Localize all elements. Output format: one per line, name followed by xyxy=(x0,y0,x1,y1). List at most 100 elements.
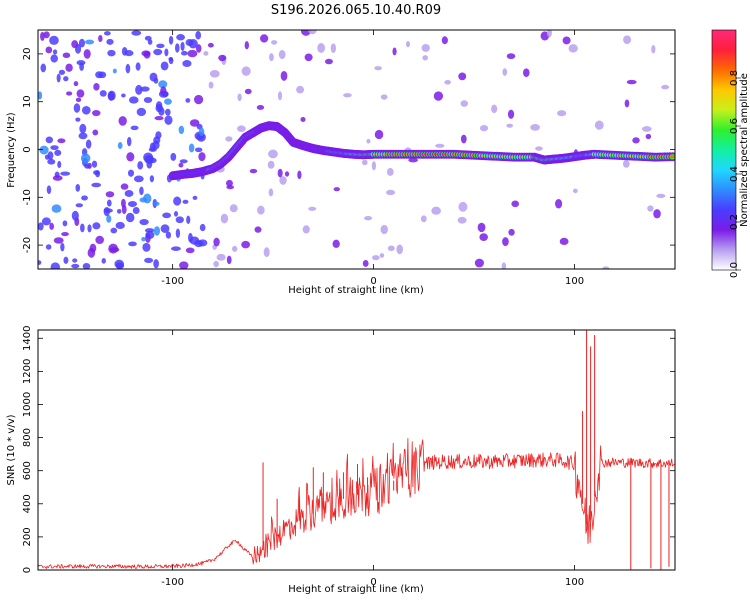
spectrogram-noise-blob xyxy=(225,179,233,187)
spectrogram-noise-blob xyxy=(156,43,165,49)
spectrogram-noise-blob xyxy=(173,211,179,217)
spectrogram-noise-blob xyxy=(164,98,172,105)
spectrogram-noise-blob xyxy=(198,127,205,137)
snr-frame xyxy=(37,329,676,571)
spectrogram-noise-blob xyxy=(226,185,234,190)
spectrogram-noise-blob xyxy=(501,262,507,269)
spectrogram-noise-blob xyxy=(103,208,113,213)
spectrogram-noise-blob xyxy=(435,143,445,148)
spectrogram-noise-blob xyxy=(76,89,85,98)
spectrogram-noise-blob xyxy=(78,132,88,140)
spectrogram-noise-blob xyxy=(139,197,148,203)
spectrogram-noise-blob xyxy=(602,266,610,269)
spectrogram-noise-blob xyxy=(135,62,141,71)
spectrogram-noise-blob xyxy=(141,50,151,57)
spectrogram-noise-blob xyxy=(408,157,418,163)
spectrogram-noise-blob xyxy=(91,182,102,188)
spectrogram-noise-blob xyxy=(178,125,185,135)
spectrogram-noise-blob xyxy=(226,255,232,265)
spectrogram-noise-blob xyxy=(244,88,252,95)
spectrogram-noise-blob xyxy=(297,170,302,180)
spectrogram-noise-blob xyxy=(49,222,55,230)
spectrogram-noise-blob xyxy=(170,152,177,161)
spectrogram-noise-blob xyxy=(187,49,198,58)
spectrogram-noise-blob xyxy=(126,136,132,147)
spectrogram-noise-blob xyxy=(572,188,578,194)
spectrogram-noise-blob xyxy=(220,213,229,224)
snr-y-tick-label: 1200 xyxy=(22,359,33,384)
spectrogram-noise-blob xyxy=(152,140,160,150)
spectrogram-noise-blob xyxy=(136,107,147,117)
spectrogram-noise-blob xyxy=(366,138,371,144)
spectrogram-noise-blob xyxy=(75,117,81,122)
spectrogram-noise-blob xyxy=(45,136,54,144)
spectrogram-noise-blob xyxy=(651,44,656,54)
spectrogram-noise-blob xyxy=(87,224,92,233)
spectrogram-noise-blob xyxy=(317,43,326,53)
spectrogram-noise-blob xyxy=(194,240,204,248)
spectrogram-noise-blob xyxy=(116,208,122,214)
spectrogram-noise-blob xyxy=(433,91,444,101)
spectrogram-noise-blob xyxy=(76,60,86,66)
colorbar-tick-label: 0.8 xyxy=(729,70,740,86)
spectrogram-noise-blob xyxy=(594,120,604,130)
spectrogram-noise-blob xyxy=(137,161,144,170)
spectrogram-noise-blob xyxy=(160,61,169,71)
spectrogram-x-tick-label: 100 xyxy=(565,276,584,287)
spectrogram-noise-blob xyxy=(91,160,98,168)
spectrogram-noise-blob xyxy=(508,228,515,236)
spectrogram-noise-blob xyxy=(135,84,143,95)
spectrogram-noise-blob xyxy=(101,257,106,264)
spectrogram-noise-blob xyxy=(284,171,290,177)
spectrogram-noise-blob xyxy=(213,260,219,268)
spectrogram-noise-blob xyxy=(124,190,134,197)
spectrogram-noise-blob xyxy=(208,81,214,89)
snr-y-tick-label: 200 xyxy=(22,527,33,546)
spectrogram-noise-blob xyxy=(213,237,220,247)
spectrogram-noise-blob xyxy=(143,96,153,103)
snr-y-tick-label: 800 xyxy=(22,428,33,447)
spectrogram-noise-blob xyxy=(568,44,578,53)
spectrogram-noise-blob xyxy=(641,126,652,132)
spectrogram-y-tick-label: 10 xyxy=(22,95,33,108)
spectrogram-noise-blob xyxy=(38,91,43,100)
snr-y-tick-label: 600 xyxy=(22,461,33,480)
spectrogram-noise-blob xyxy=(249,168,258,174)
spectrogram-noise-blob xyxy=(626,79,637,85)
spectrogram-noise-blob xyxy=(160,224,170,233)
spectrogram-noise-blob xyxy=(49,35,59,45)
spectrogram-noise-blob xyxy=(153,259,159,269)
spectrogram-noise-blob xyxy=(422,55,428,61)
spectrogram-noise-blob xyxy=(364,215,373,221)
spectrogram-noise-blob xyxy=(158,80,168,89)
spectrogram-noise-blob xyxy=(83,49,91,59)
spectrogram-noise-blob xyxy=(165,231,172,239)
spectrogram-noise-blob xyxy=(84,39,95,45)
spectrogram-noise-blob xyxy=(396,244,404,255)
spectrogram-y-ticks: -20 -10 0 10 20 xyxy=(22,48,675,253)
spectrogram-noise-blob xyxy=(653,209,661,219)
spectrogram-noise-blob xyxy=(182,199,189,204)
spectrogram-noise-blob xyxy=(52,175,63,181)
spectrogram-noise-blob xyxy=(267,160,275,169)
spectrogram-y-tick-label: 0 xyxy=(22,146,33,152)
spectrogram-noise-blob xyxy=(92,222,101,230)
spectrogram-noise-blob xyxy=(142,242,151,252)
colorbar: 0.0 0.2 0.4 0.6 0.8 Normalized spectral ampl… xyxy=(711,29,750,278)
spectrogram-noise-blob xyxy=(431,206,441,215)
spectrogram-noise-blob xyxy=(506,53,516,60)
spectrogram-noise-blob xyxy=(154,115,164,121)
spectrogram-noise-blob xyxy=(203,51,209,56)
spectrogram-noise-blob xyxy=(121,204,127,215)
snr-background xyxy=(38,330,675,570)
spectrogram-noise-blob xyxy=(95,170,101,178)
spectrogram-noise-blob xyxy=(237,93,242,102)
spectrogram-noise-blob xyxy=(106,199,112,207)
spectrogram-noise-blob xyxy=(78,38,86,48)
chart-title: S196.2026.065.10.40.R09 xyxy=(271,3,441,18)
spectrogram-noise-blob xyxy=(457,216,467,224)
spectrogram-noise-blob xyxy=(153,48,163,56)
spectrogram-noise-blob xyxy=(52,49,58,55)
spectrogram-noise-blob xyxy=(207,42,214,48)
